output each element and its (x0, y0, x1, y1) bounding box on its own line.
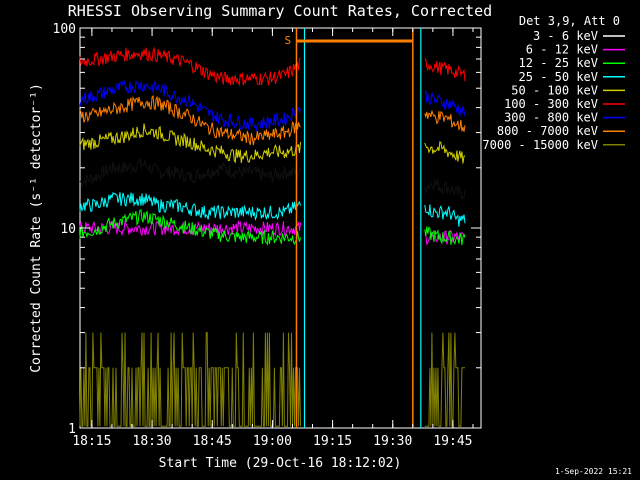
y-tick-label-1: 10 (60, 222, 76, 237)
marker-layer: S (284, 28, 414, 428)
legend-label-1: 6 - 12 keV (526, 43, 598, 57)
x-tick-label-5: 19:30 (373, 434, 412, 449)
series-4-segment-0 (79, 123, 301, 164)
y-axis-label: Corrected Count Rate (s⁻¹ detector⁻¹) (29, 83, 44, 373)
legend-label-2: 12 - 25 keV (519, 56, 598, 70)
x-tick-label-2: 18:45 (193, 434, 232, 449)
series-8-segment-1 (424, 332, 465, 427)
x-tick-label-0: 18:15 (72, 434, 111, 449)
series-7-segment-0 (79, 94, 301, 146)
x-axis-label: Start Time (29-Oct-16 18:12:02) (159, 456, 402, 471)
series-7-segment-1 (424, 110, 466, 132)
x-tick-label-6: 19:45 (433, 434, 472, 449)
series-6-segment-0 (79, 80, 301, 131)
series-4-segment-1 (424, 140, 466, 164)
x-tick-label-4: 19:15 (313, 434, 352, 449)
series-2-segment-1 (424, 226, 466, 246)
legend-label-5: 100 - 300 keV (504, 97, 598, 111)
legend-label-3: 25 - 50 keV (519, 70, 598, 84)
legend-label-8: 7000 - 15000 keV (482, 138, 598, 152)
legend-title: Det 3,9, Att 0 (519, 14, 620, 28)
series-5-segment-0 (79, 46, 301, 87)
y-tick-label-2: 100 (53, 22, 76, 37)
legend-label-0: 3 - 6 keV (533, 29, 598, 43)
series-8-segment-0 (79, 332, 301, 427)
series-0-segment-1 (424, 179, 466, 201)
series-5-segment-1 (424, 58, 466, 82)
legend-label-4: 50 - 100 keV (511, 83, 598, 97)
series-2-segment-0 (79, 209, 301, 246)
data-gap-layer (303, 28, 422, 428)
series-layer (79, 46, 466, 427)
chart-title: RHESSI Observing Summary Count Rates, Co… (68, 2, 492, 20)
axis-layer: 18:15 18:30 18:45 19:00 19:15 19:30 19:45 1 10 10… (53, 22, 481, 449)
series-3-segment-1 (424, 204, 466, 227)
y-tick-label-0: 1 (68, 422, 76, 437)
x-tick-label-3: 19:00 (253, 434, 292, 449)
series-3-segment-0 (79, 191, 301, 222)
x-tick-label-1: 18:30 (133, 434, 172, 449)
series-6-segment-1 (424, 89, 466, 118)
series-1-segment-0 (79, 219, 301, 237)
series-0-segment-0 (79, 158, 301, 189)
legend-label-6: 300 - 800 keV (504, 111, 598, 125)
legend-label-7: 800 - 7000 keV (497, 124, 598, 138)
marker-label-0: S (284, 34, 291, 47)
footer-date: 1-Sep-2022 15:21 (555, 467, 632, 476)
